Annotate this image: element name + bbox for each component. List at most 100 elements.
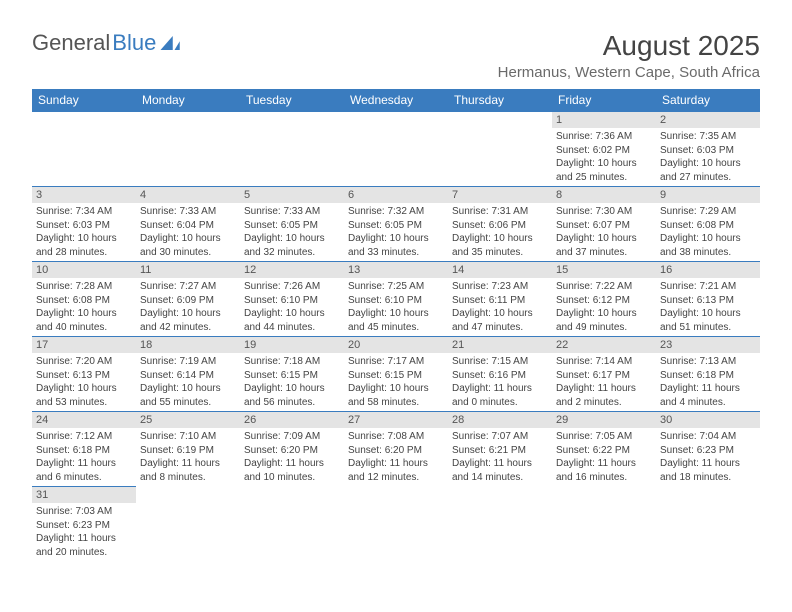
day-number: 5 xyxy=(240,187,344,203)
day-header-row: Sunday Monday Tuesday Wednesday Thursday… xyxy=(32,89,760,112)
day-cell: 28Sunrise: 7:07 AMSunset: 6:21 PMDayligh… xyxy=(448,412,552,487)
day-number: 18 xyxy=(136,337,240,353)
day-sr: Sunrise: 7:23 AM xyxy=(452,280,548,294)
day-ss: Sunset: 6:09 PM xyxy=(140,294,236,308)
day-d1: Daylight: 11 hours xyxy=(36,532,132,546)
day-d2: and 25 minutes. xyxy=(556,171,652,185)
day-cell: 4Sunrise: 7:33 AMSunset: 6:04 PMDaylight… xyxy=(136,187,240,262)
day-d1: Daylight: 10 hours xyxy=(660,307,756,321)
day-cell: 20Sunrise: 7:17 AMSunset: 6:15 PMDayligh… xyxy=(344,337,448,412)
day-number: 3 xyxy=(32,187,136,203)
day-sr: Sunrise: 7:18 AM xyxy=(244,355,340,369)
day-number: 17 xyxy=(32,337,136,353)
day-cell: 7Sunrise: 7:31 AMSunset: 6:06 PMDaylight… xyxy=(448,187,552,262)
day-cell: 11Sunrise: 7:27 AMSunset: 6:09 PMDayligh… xyxy=(136,262,240,337)
calendar-week-row: 10 Sunrise: 7:28 AMSunset: 6:08 PM Dayligh… xyxy=(32,262,760,337)
day-sr: Sunrise: 7:27 AM xyxy=(140,280,236,294)
day-cell: 25Sunrise: 7:10 AMSunset: 6:19 PMDayligh… xyxy=(136,412,240,487)
day-sr: Sunrise: 7:13 AM xyxy=(660,355,756,369)
day-sr: Sunrise: 7:33 AM xyxy=(244,205,340,219)
day-ss: Sunset: 6:19 PM xyxy=(140,444,236,458)
day-info: Sunrise: 7:08 AMSunset: 6:20 PMDaylight:… xyxy=(344,428,448,486)
day-ss: Sunset: 6:05 PM xyxy=(348,219,444,233)
day-number: 20 xyxy=(344,337,448,353)
day-ss: Sunset: 6:08 PM xyxy=(660,219,756,233)
day-d2: and 2 minutes. xyxy=(556,396,652,410)
day-info: Sunrise: 7:14 AMSunset: 6:17 PMDaylight:… xyxy=(552,353,656,411)
day-info: Sunrise: 7:17 AMSunset: 6:15 PMDaylight:… xyxy=(344,353,448,411)
day-d2: and 6 minutes. xyxy=(36,471,132,485)
day-ss: Sunset: 6:10 PM xyxy=(244,294,340,308)
empty-cell xyxy=(552,487,656,562)
day-number: 4 xyxy=(136,187,240,203)
calendar-week-row: 17Sunrise: 7:20 AMSunset: 6:13 PMDayligh… xyxy=(32,337,760,412)
day-sr: Sunrise: 7:28 AM xyxy=(36,280,132,294)
day-number: 11 xyxy=(136,262,240,278)
day-d2: and 14 minutes. xyxy=(452,471,548,485)
day-info: Sunrise: 7:36 AMSunset: 6:02 PMDaylight:… xyxy=(552,128,656,186)
day-ss: Sunset: 6:20 PM xyxy=(348,444,444,458)
day-ss: Sunset: 6:17 PM xyxy=(556,369,652,383)
day-d1: Daylight: 11 hours xyxy=(348,457,444,471)
day-number: 19 xyxy=(240,337,344,353)
day-info: Sunrise: 7:33 AMSunset: 6:04 PMDaylight:… xyxy=(136,203,240,261)
day-info: Sunrise: 7:30 AMSunset: 6:07 PMDaylight:… xyxy=(552,203,656,261)
day-number: 29 xyxy=(552,412,656,428)
day-d2: and 45 minutes. xyxy=(348,321,444,335)
day-info: Sunrise: 7:29 AMSunset: 6:08 PMDaylight:… xyxy=(656,203,760,261)
day-sr: Sunrise: 7:22 AM xyxy=(556,280,652,294)
day-number: 12 xyxy=(240,262,344,278)
day-number: 27 xyxy=(344,412,448,428)
day-info: Sunrise: 7:23 AMSunset: 6:11 PMDaylight:… xyxy=(448,278,552,336)
day-ss: Sunset: 6:05 PM xyxy=(244,219,340,233)
calendar-body: 1Sunrise: 7:36 AMSunset: 6:02 PMDaylight… xyxy=(32,112,760,562)
day-d1: Daylight: 10 hours xyxy=(452,232,548,246)
day-d2: and 28 minutes. xyxy=(36,246,132,260)
day-d1: Daylight: 11 hours xyxy=(556,457,652,471)
day-info: Sunrise: 7:19 AMSunset: 6:14 PMDaylight:… xyxy=(136,353,240,411)
day-d1: Daylight: 10 hours xyxy=(348,382,444,396)
day-d2: and 58 minutes. xyxy=(348,396,444,410)
day-number: 10 xyxy=(32,262,136,278)
day-d1: Daylight: 10 hours xyxy=(36,382,132,396)
day-d1: Daylight: 10 hours xyxy=(556,307,652,321)
day-number: 15 xyxy=(552,262,656,278)
day-number: 23 xyxy=(656,337,760,353)
day-info: Sunrise: 7:33 AMSunset: 6:05 PMDaylight:… xyxy=(240,203,344,261)
day-cell: 16Sunrise: 7:21 AMSunset: 6:13 PMDayligh… xyxy=(656,262,760,337)
day-cell: 27Sunrise: 7:08 AMSunset: 6:20 PMDayligh… xyxy=(344,412,448,487)
day-cell: 19Sunrise: 7:18 AMSunset: 6:15 PMDayligh… xyxy=(240,337,344,412)
day-d1: Daylight: 10 hours xyxy=(348,232,444,246)
day-info: Sunrise: 7:20 AMSunset: 6:13 PMDaylight:… xyxy=(32,353,136,411)
day-cell: 12Sunrise: 7:26 AMSunset: 6:10 PMDayligh… xyxy=(240,262,344,337)
day-sr: Sunrise: 7:31 AM xyxy=(452,205,548,219)
day-sr: Sunrise: 7:19 AM xyxy=(140,355,236,369)
page-header: General Blue August 2025 Hermanus, Weste… xyxy=(32,30,760,81)
day-d2: and 53 minutes. xyxy=(36,396,132,410)
day-d1: Daylight: 10 hours xyxy=(36,232,132,246)
empty-cell xyxy=(240,487,344,562)
day-cell: 8Sunrise: 7:30 AMSunset: 6:07 PMDaylight… xyxy=(552,187,656,262)
day-ss: Sunset: 6:18 PM xyxy=(36,444,132,458)
day-info: Sunrise: 7:18 AMSunset: 6:15 PMDaylight:… xyxy=(240,353,344,411)
day-header: Wednesday xyxy=(344,89,448,112)
day-ss: Sunset: 6:11 PM xyxy=(452,294,548,308)
day-ss: Sunset: 6:16 PM xyxy=(452,369,548,383)
day-ss: Sunset: 6:08 PM xyxy=(36,294,132,308)
day-info: Sunrise: 7:15 AMSunset: 6:16 PMDaylight:… xyxy=(448,353,552,411)
day-ss: Sunset: 6:21 PM xyxy=(452,444,548,458)
day-d1: Daylight: 11 hours xyxy=(660,382,756,396)
day-d2: and 32 minutes. xyxy=(244,246,340,260)
day-d2: and 51 minutes. xyxy=(660,321,756,335)
day-d2: and 47 minutes. xyxy=(452,321,548,335)
day-d2: and 8 minutes. xyxy=(140,471,236,485)
day-info: Sunrise: 7:22 AMSunset: 6:12 PMDaylight:… xyxy=(552,278,656,336)
day-sr: Sunrise: 7:14 AM xyxy=(556,355,652,369)
day-ss: Sunset: 6:13 PM xyxy=(660,294,756,308)
day-d2: and 49 minutes. xyxy=(556,321,652,335)
day-sr: Sunrise: 7:17 AM xyxy=(348,355,444,369)
logo-text-general: General xyxy=(32,30,110,56)
day-cell: 21Sunrise: 7:15 AMSunset: 6:16 PMDayligh… xyxy=(448,337,552,412)
day-d2: and 38 minutes. xyxy=(660,246,756,260)
day-cell: 30Sunrise: 7:04 AMSunset: 6:23 PMDayligh… xyxy=(656,412,760,487)
